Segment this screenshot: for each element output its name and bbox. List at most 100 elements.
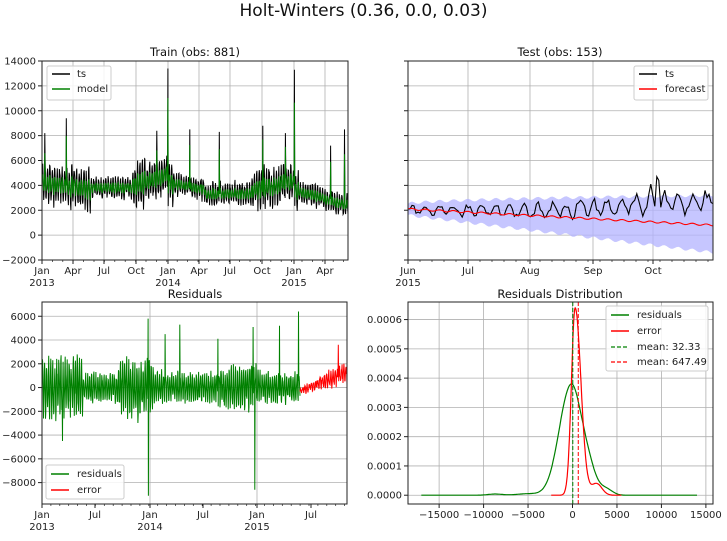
y-tick-label: 0.0001 [367, 461, 402, 472]
y-tick-label: 0 [30, 383, 36, 394]
legend-label-residuals: residuals [77, 469, 122, 480]
x-tick-label: 2014 [137, 522, 162, 533]
x-tick-label: Jan [159, 266, 175, 277]
y-tick-label: 0 [30, 231, 36, 242]
test-lines [407, 174, 714, 254]
x-tick-label: Apr [64, 266, 82, 277]
x-tick-label: Oct [644, 266, 661, 277]
x-tick-label: Jul [304, 510, 317, 521]
y-tick-label: 0.0002 [367, 432, 402, 443]
distribution-ticks: 0.0000 0.0001 0.0002 0.0003 0.0004 0.0005 0.00… [367, 315, 722, 521]
distribution-plot-title: Residuals Distribution [497, 287, 622, 301]
x-tick-label: Jan [33, 510, 49, 521]
error-line [299, 344, 348, 394]
x-tick-label: Jul [88, 510, 101, 521]
y-tick-label: −8000 [2, 478, 36, 489]
y-tick-label: 2000 [11, 206, 36, 217]
legend-label-ts: ts [665, 69, 674, 80]
x-tick-label: 0 [569, 510, 575, 521]
y-tick-label: 6000 [11, 312, 36, 323]
y-tick-label: 12000 [4, 81, 36, 92]
x-tick-label: Sep [584, 266, 603, 277]
y-tick-label: 8000 [11, 131, 36, 142]
y-tick-label: 0.0006 [367, 315, 402, 326]
x-tick-label: Jul [461, 266, 474, 277]
legend-label-residuals: residuals [637, 310, 682, 321]
residuals-kde-line [421, 383, 697, 496]
test-legend: ts forecast [633, 65, 709, 101]
x-tick-label: Jan [248, 510, 264, 521]
error-kde-line [551, 306, 622, 496]
y-tick-label: 2000 [11, 359, 36, 370]
residuals-line [41, 311, 301, 496]
distribution-plot: Residuals Distribution 0.00000.00010.000… [367, 287, 722, 521]
confidence-band [408, 194, 713, 254]
legend-label-error: error [637, 326, 662, 337]
x-tick-label: Oct [127, 266, 144, 277]
y-tick-label: −6000 [2, 454, 36, 465]
legend-label-ts: ts [77, 69, 86, 80]
x-tick-label: Jul [223, 266, 236, 277]
x-tick-label: 10000 [646, 510, 678, 521]
x-tick-label: 2015 [395, 278, 420, 289]
legend-label-mean-residuals: mean: 32.33 [637, 342, 701, 353]
x-tick-label: Jan [285, 266, 301, 277]
train-plot-title: Train (obs: 881) [149, 45, 240, 59]
x-tick-label: −10000 [463, 510, 503, 521]
residuals-plot: Residuals −8000 −6000 −4000 −2000 0 2000 4000 6… [2, 287, 348, 533]
train-legend: ts model [46, 65, 112, 101]
legend-label-forecast: forecast [665, 84, 706, 95]
x-tick-label: Jan [33, 266, 49, 277]
legend-label-mean-error: mean: 647.49 [637, 357, 707, 368]
x-tick-label: 2013 [29, 278, 54, 289]
train-plot: Train (obs: 881) −2000 0 2000 4000 6000 8000 1… [2, 45, 349, 289]
x-tick-label: Apr [316, 266, 334, 277]
train-ticks: −2000 0 2000 4000 6000 8000 10000 12000 14000 Jan… [2, 57, 344, 289]
x-tick-label: 2014 [155, 278, 180, 289]
y-tick-label: 4000 [11, 336, 36, 347]
y-tick-label: 0.0004 [367, 374, 402, 385]
x-tick-label: 2013 [29, 522, 54, 533]
x-tick-label: 2015 [281, 278, 306, 289]
y-tick-label: −2000 [2, 256, 36, 267]
y-tick-label: 10000 [4, 106, 36, 117]
x-tick-label: 15000 [690, 510, 722, 521]
y-tick-label: 0.0000 [367, 491, 402, 502]
legend-label-model: model [77, 84, 108, 95]
train-lines [41, 68, 349, 217]
y-tick-label: 0.0003 [367, 403, 402, 414]
y-tick-label: −2000 [2, 407, 36, 418]
x-tick-label: −15000 [419, 510, 459, 521]
distribution-axes-frame [407, 301, 714, 505]
residuals-legend: residuals error [45, 464, 125, 500]
y-tick-label: 4000 [11, 181, 36, 192]
residuals-ticks: −8000−6000−4000−20000200040006000Jan2013… [2, 312, 345, 533]
x-tick-label: 5000 [604, 510, 629, 521]
x-tick-label: Aug [520, 266, 540, 277]
x-tick-label: Jul [196, 510, 209, 521]
residuals-plot-title: Residuals [168, 287, 223, 301]
distribution-lines [421, 302, 697, 504]
x-tick-label: Jan [141, 510, 157, 521]
x-tick-label: Apr [190, 266, 208, 277]
x-tick-label: Jun [399, 266, 416, 277]
residuals-axes-frame [41, 301, 348, 505]
distribution-legend: residuals error mean: 32.33 mean: 647.49 [605, 305, 709, 372]
test-plot-title: Test (obs: 153) [516, 45, 602, 59]
x-tick-label: −5000 [511, 510, 545, 521]
forecast-line [407, 207, 714, 227]
residuals-lines [41, 311, 348, 496]
x-tick-label: Oct [253, 266, 270, 277]
y-tick-label: 14000 [4, 57, 36, 68]
model-line [41, 97, 349, 210]
y-tick-label: 0.0005 [367, 344, 402, 355]
figure-title: Holt-Winters (0.36, 0.0, 0.03) [239, 1, 488, 21]
x-tick-label: Jul [97, 266, 110, 277]
y-tick-label: −4000 [2, 431, 36, 442]
x-tick-label: 2015 [244, 522, 269, 533]
y-tick-label: 6000 [11, 156, 36, 167]
legend-label-error: error [77, 485, 102, 496]
